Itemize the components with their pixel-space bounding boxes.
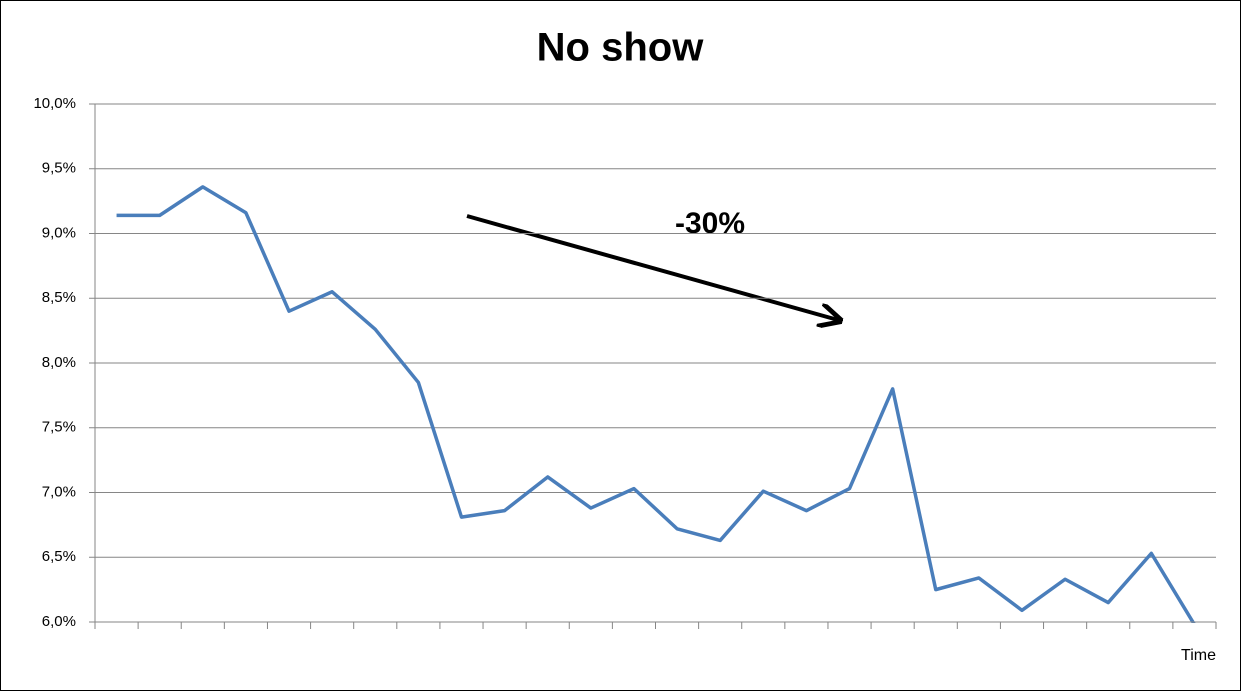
y-tick-label: 9,5% <box>42 160 76 177</box>
y-tick-label: 8,5% <box>42 289 76 306</box>
annotation: -30% <box>675 207 745 240</box>
chart-title: No show <box>537 26 705 70</box>
y-tick-label: 9,0% <box>42 224 76 241</box>
y-tick-label: 7,0% <box>42 483 76 500</box>
y-tick-label: 10,0% <box>33 95 76 112</box>
series-line <box>116 185 1196 623</box>
y-tick-label: 6,0% <box>42 613 76 630</box>
x-axis-label: Time <box>1181 647 1216 664</box>
y-tick-label: 8,0% <box>42 354 76 371</box>
y-tick-label: 7,5% <box>42 419 76 436</box>
y-tick-label: 6,5% <box>42 548 76 565</box>
